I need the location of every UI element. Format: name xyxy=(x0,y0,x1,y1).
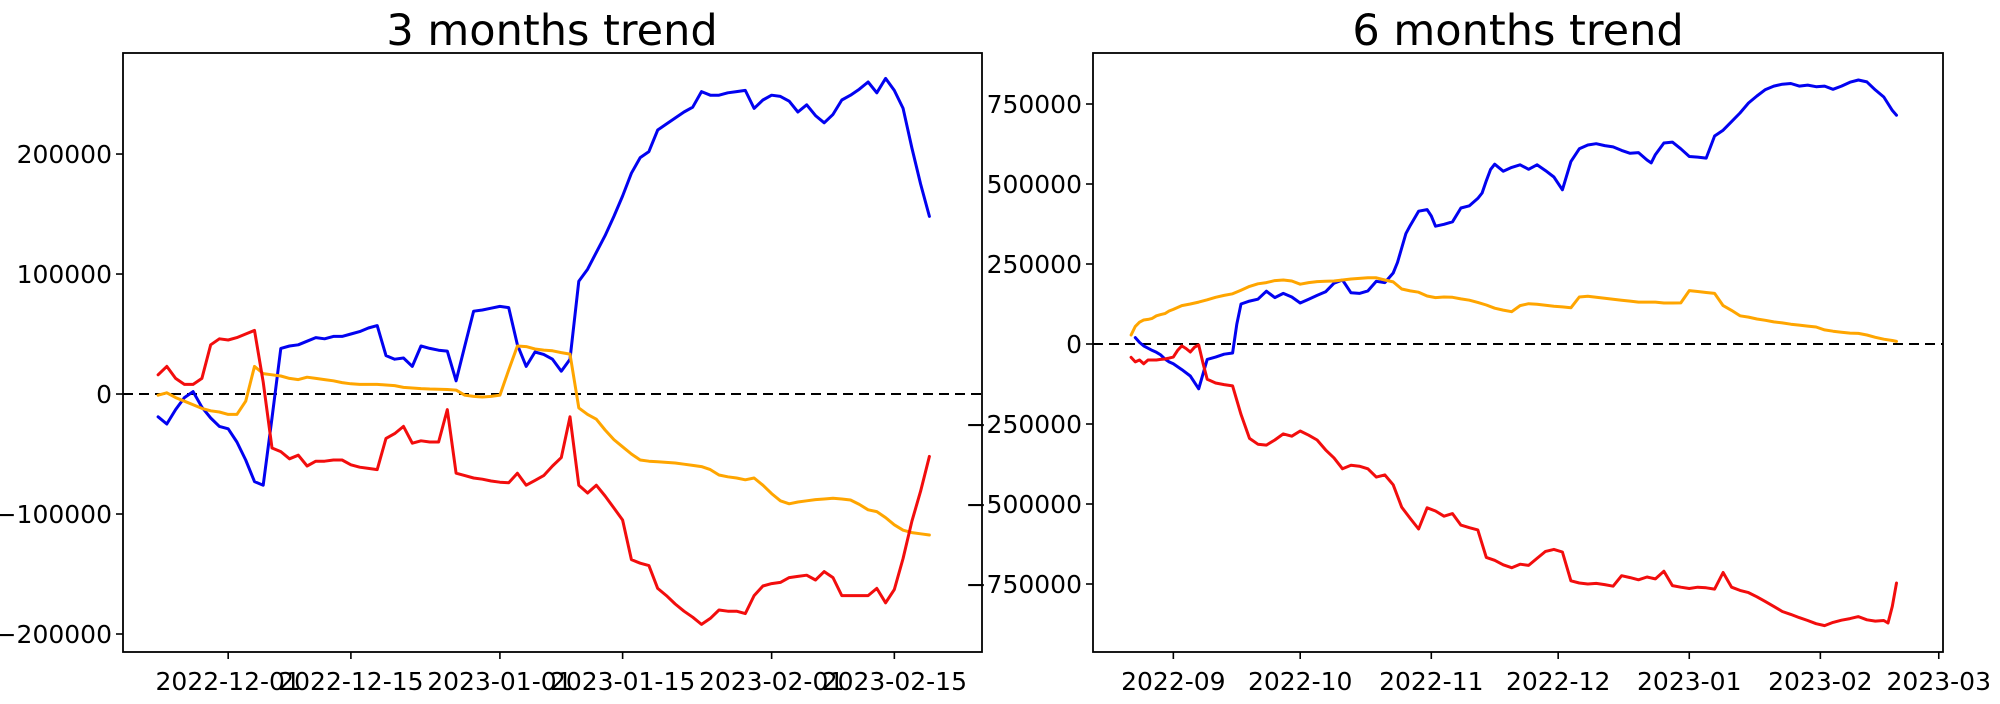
chart-title-3-months: 3 months trend xyxy=(386,6,717,56)
red-series-line xyxy=(156,328,931,626)
plot-border xyxy=(1092,52,1944,653)
red-series-line xyxy=(1129,343,1898,628)
x-tick-label: 2022-10 xyxy=(1248,667,1352,696)
x-tick-label: 2023-02-01 xyxy=(699,667,844,696)
y-tick-label: −200000 xyxy=(0,620,112,649)
plot-border xyxy=(122,52,983,653)
x-tick-label: 2022-12 xyxy=(1506,667,1610,696)
x-tick-label: 2022-09 xyxy=(1121,667,1225,696)
y-tick-label: 250000 xyxy=(987,250,1082,279)
y-tick-label: 100000 xyxy=(17,260,112,289)
y-tick-label: −500000 xyxy=(966,490,1082,519)
y-tick-label: 200000 xyxy=(17,140,112,169)
y-tick-label: 0 xyxy=(1066,330,1082,359)
x-tick-label: 2023-03 xyxy=(1887,667,1991,696)
y-tick-label: 0 xyxy=(96,380,112,409)
x-tick-label: 2023-01 xyxy=(1637,667,1741,696)
chart-title-6-months: 6 months trend xyxy=(1352,6,1683,56)
y-tick-label: 750000 xyxy=(987,90,1082,119)
y-tick-label: −100000 xyxy=(0,500,112,529)
x-tick-label: 2022-12-01 xyxy=(156,667,301,696)
chart-6-months-trend: 6 months trend 2022-09 2022-10 2022-11 2022… xyxy=(966,6,1991,696)
x-tick-label: 2023-01-01 xyxy=(427,667,572,696)
orange-series-line xyxy=(156,344,931,537)
blue-series-line xyxy=(1133,78,1898,391)
x-tick-label: 2022-11 xyxy=(1379,667,1483,696)
x-tick-label: 2023-02-15 xyxy=(822,667,967,696)
orange-series-line xyxy=(1129,276,1898,343)
y-tick-label: 500000 xyxy=(987,170,1082,199)
x-tick-label: 2022-12-15 xyxy=(278,667,423,696)
plot-area-6-months: 2022-09 2022-10 2022-11 2022-12 2023-01 2023-… xyxy=(966,52,1991,696)
x-tick-label: 2023-01-15 xyxy=(550,667,695,696)
y-tick-label: −250000 xyxy=(966,410,1082,439)
x-tick-label: 2023-02 xyxy=(1768,667,1872,696)
blue-series-line xyxy=(156,76,931,487)
y-tick-label: −750000 xyxy=(966,570,1082,599)
